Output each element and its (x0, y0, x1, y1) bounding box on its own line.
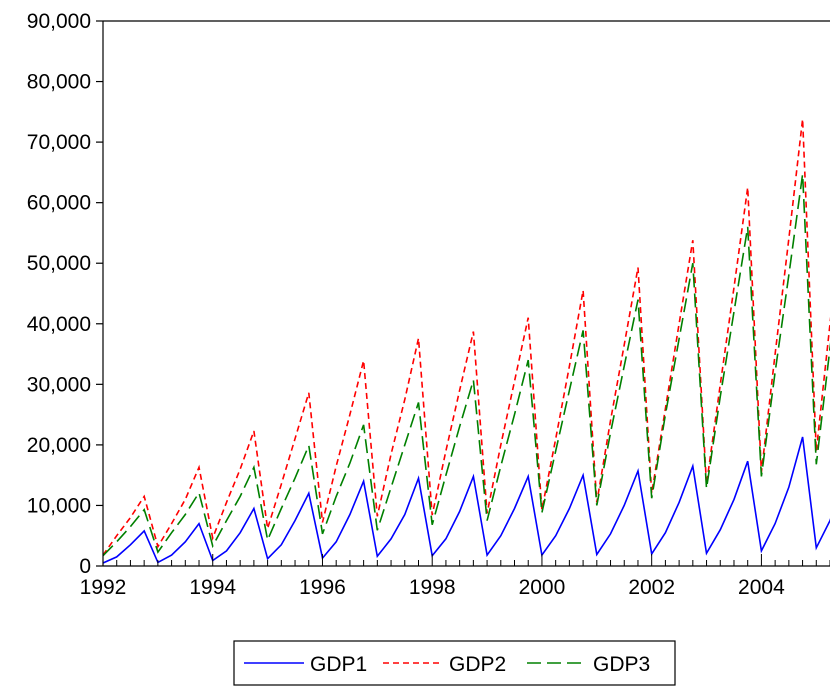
y-tick-label: 0 (79, 555, 91, 578)
legend-label-gdp1: GDP1 (310, 653, 367, 676)
x-tick-label: 2004 (738, 576, 785, 599)
legend-box (233, 640, 676, 686)
y-tick-label: 50,000 (27, 252, 91, 275)
y-axis: 0 10,000 20,000 30,000 40,000 50,000 60,000 70,… (27, 10, 103, 578)
legend-label-gdp2: GDP2 (449, 653, 506, 676)
x-tick-label: 1998 (409, 576, 456, 599)
x-tick-label: 2000 (519, 576, 566, 599)
y-tick-label: 90,000 (27, 10, 91, 33)
x-tick-label: 1992 (80, 576, 127, 599)
x-tick-label: 1994 (189, 576, 236, 599)
legend: GDP1 GDP2 GDP3 (233, 640, 676, 686)
legend-label-gdp3: GDP3 (593, 653, 650, 676)
plot-lines (102, 119, 830, 564)
y-tick-label: 60,000 (27, 192, 91, 215)
y-tick-label: 80,000 (27, 71, 91, 94)
series-line-gdp3 (102, 174, 830, 557)
series-line-gdp1 (102, 436, 830, 564)
y-tick-label: 40,000 (27, 313, 91, 336)
x-axis: 1992 1994 1996 1998 2000 2002 2004 (80, 554, 830, 599)
y-tick-label: 10,000 (27, 494, 91, 517)
x-tick-label: 1996 (299, 576, 346, 599)
x-tick-label: 2002 (628, 576, 675, 599)
y-tick-label: 20,000 (27, 434, 91, 457)
series-line-gdp2 (102, 119, 830, 556)
plot-frame (102, 20, 830, 567)
y-tick-label: 30,000 (27, 373, 91, 396)
y-tick-label: 70,000 (27, 131, 91, 154)
